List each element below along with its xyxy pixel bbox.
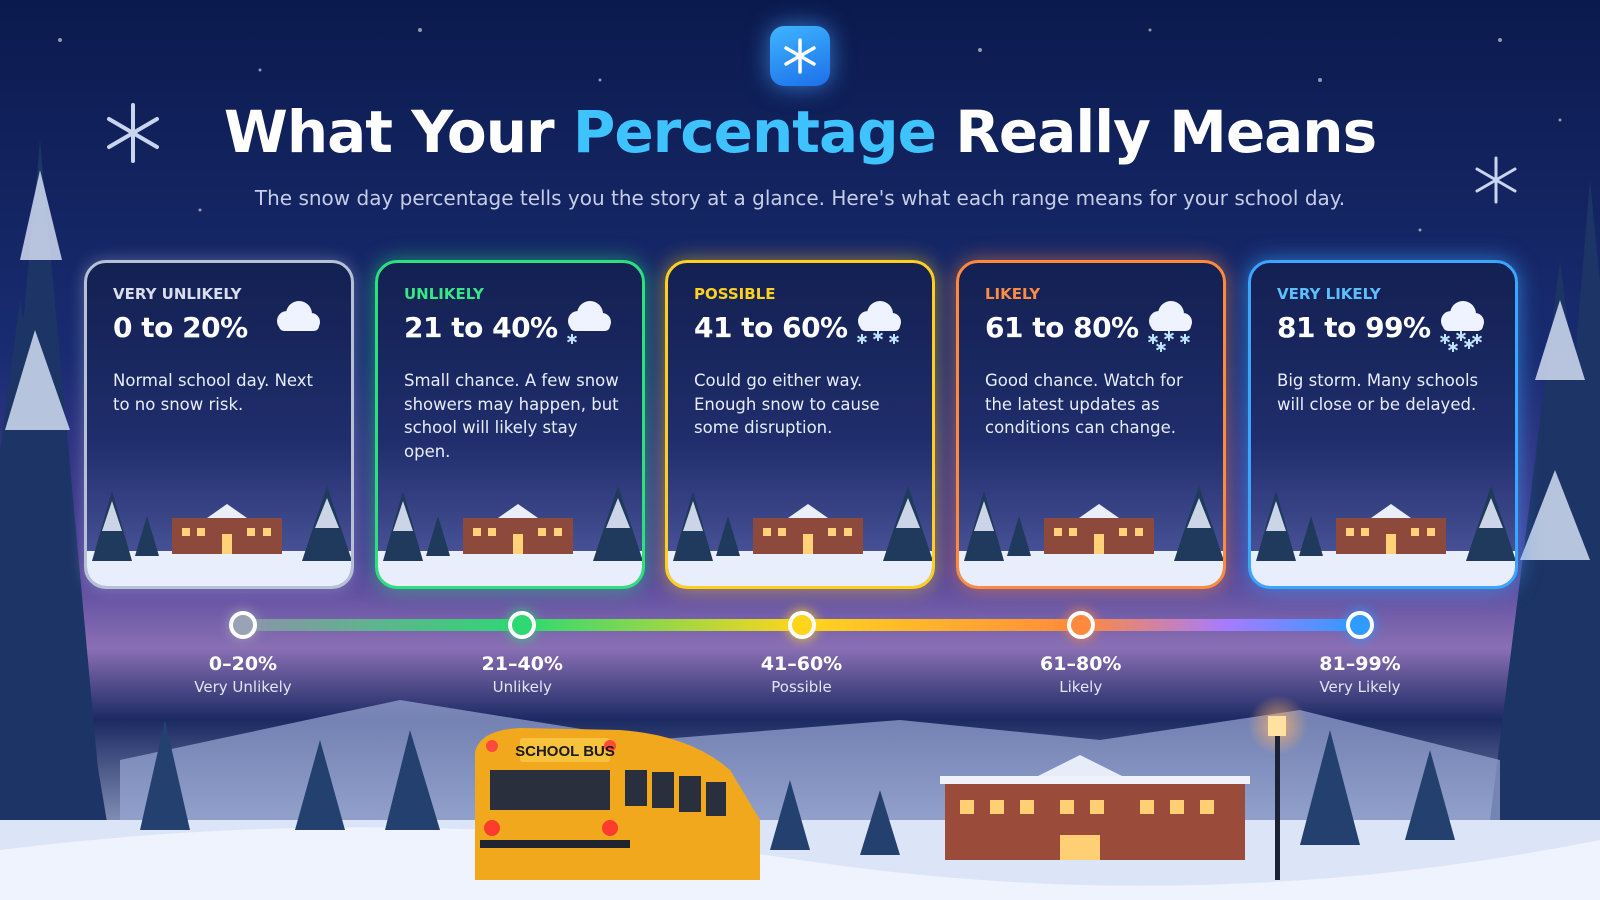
card-description: Good chance. Watch for the latest update… (985, 371, 1183, 437)
timeline-range: 21–40% (481, 653, 563, 675)
timeline-dot (229, 611, 257, 639)
range-card: VERY LIKELY 81 to 99% Big storm. Many scho… (1248, 260, 1518, 589)
title-part: What Your (223, 98, 555, 166)
timeline-label: 21–40% Unlikely (422, 653, 622, 696)
card-scene (378, 486, 642, 586)
timeline-label: 0–20% Very Unlikely (143, 653, 343, 696)
timeline-range: 0–20% (208, 653, 278, 675)
title-accent: Percentage (572, 98, 937, 166)
timeline-dot (508, 611, 537, 639)
timeline-range: 41–60% (760, 653, 843, 675)
card-scene (668, 486, 932, 586)
card-scene (1251, 486, 1515, 586)
range-card: VERY UNLIKELY 0 to 20% Normal school day. … (84, 260, 354, 589)
bus-sign: SCHOOL BUS (515, 743, 615, 760)
timeline-dot (1346, 611, 1374, 639)
timeline-label: 61–80% Likely (981, 653, 1181, 696)
card-description: Normal school day. Next to no snow risk. (113, 371, 314, 414)
timeline-name: Unlikely (492, 678, 552, 696)
timeline-dot (787, 611, 816, 639)
app-icon (770, 26, 830, 86)
card-description: Small chance. A few snow showers may hap… (404, 371, 619, 461)
subtitle: The snow day percentage tells you the st… (254, 186, 1346, 210)
title-part: Really Means (955, 98, 1377, 166)
card-range: 41 to 60% (694, 311, 848, 344)
weather-icon (277, 301, 320, 331)
card-label: LIKELY (985, 285, 1041, 303)
card-range: 0 to 20% (113, 311, 248, 344)
card-label: VERY UNLIKELY (113, 285, 242, 303)
range-card: POSSIBLE 41 to 60% Could go either way. En… (665, 260, 935, 589)
weather-icon (857, 301, 901, 344)
card-description: Could go either way. Enough snow to caus… (694, 371, 880, 437)
timeline-label: 81–99% Very Likely (1260, 653, 1460, 696)
timeline-name: Possible (771, 678, 832, 696)
range-card: LIKELY 61 to 80% Good chance. Watch for th… (956, 260, 1226, 589)
timeline-range: 61–80% (1040, 653, 1122, 675)
weather-icon (567, 301, 611, 344)
timeline-label: 41–60% Possible (702, 653, 902, 696)
card-range: 61 to 80% (985, 311, 1139, 344)
weather-icon (1440, 301, 1484, 352)
timeline-dot (1066, 611, 1095, 639)
card-scene (959, 486, 1223, 586)
card-description: Big storm. Many schools will close or be… (1277, 371, 1479, 414)
card-label: POSSIBLE (694, 285, 776, 303)
title: What Your Percentage Really Means (0, 98, 1600, 166)
card-label: VERY LIKELY (1277, 285, 1381, 303)
weather-icon (1148, 301, 1192, 352)
timeline-name: Likely (1059, 678, 1103, 696)
card-range: 81 to 99% (1277, 311, 1431, 344)
card-scene (87, 486, 351, 586)
timeline-range: 81–99% (1319, 653, 1401, 675)
timeline-name: Very Unlikely (194, 678, 292, 696)
card-label: UNLIKELY (404, 285, 484, 303)
range-card: UNLIKELY 21 to 40% Small chance. A few sno… (375, 260, 645, 589)
timeline-name: Very Likely (1319, 678, 1401, 696)
card-range: 21 to 40% (404, 311, 558, 344)
